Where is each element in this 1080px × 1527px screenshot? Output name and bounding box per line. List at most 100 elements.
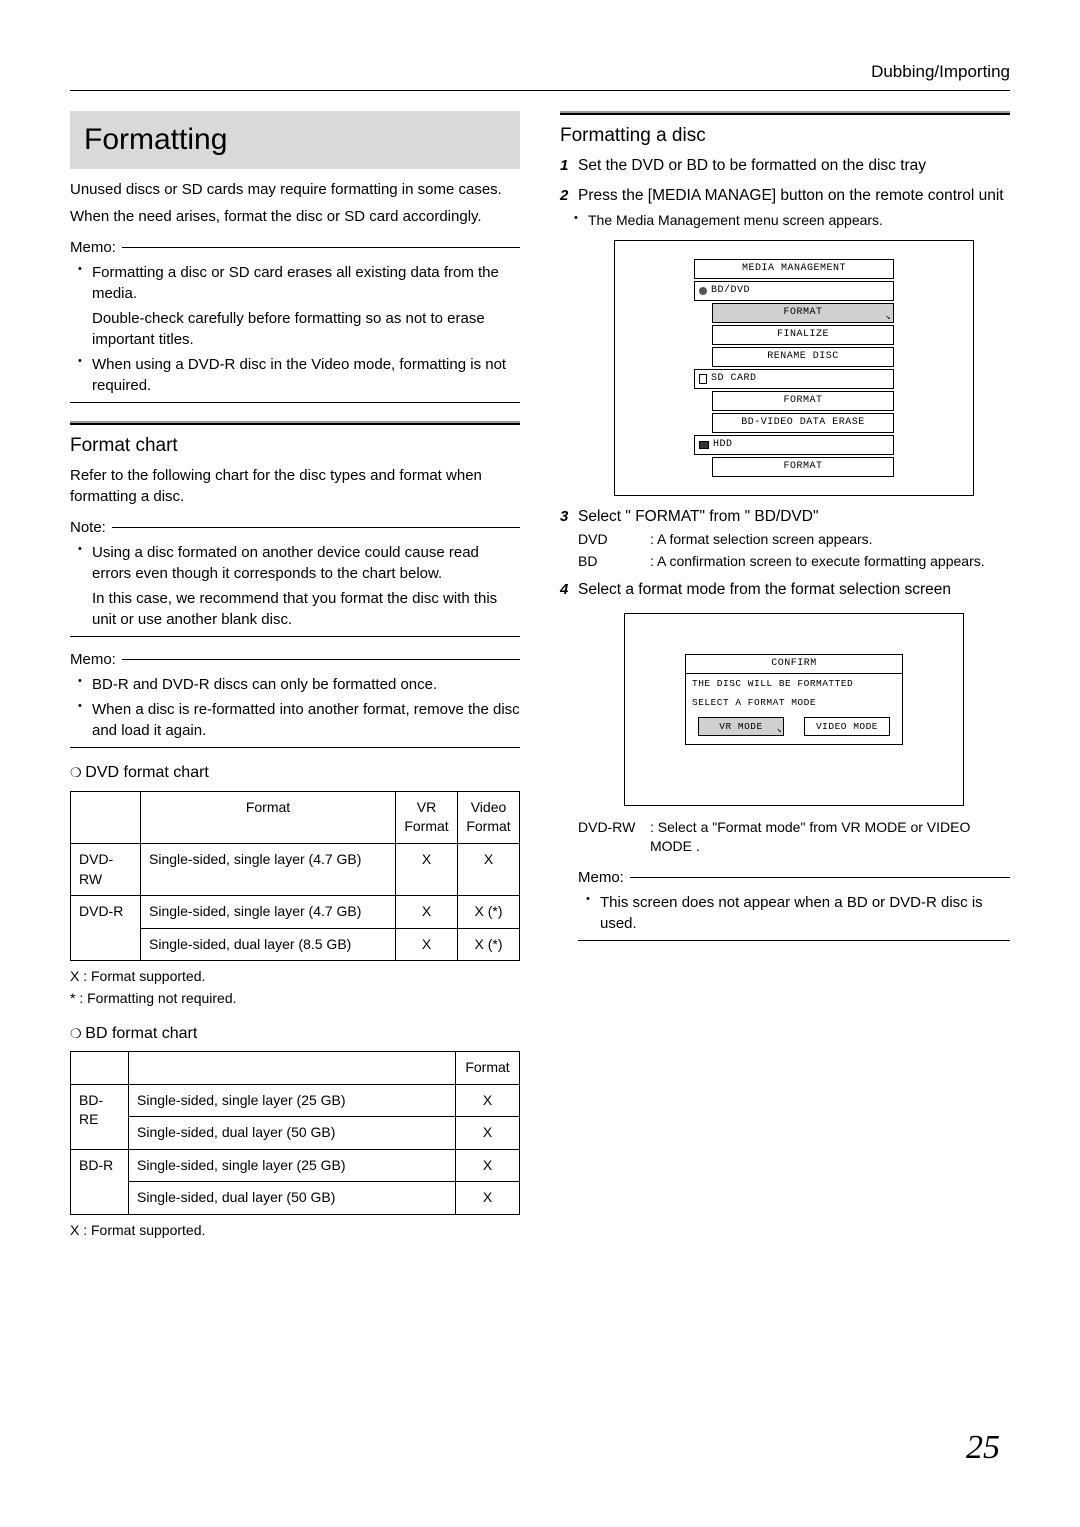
menu-item-finalize[interactable]: FINALIZE <box>712 325 894 345</box>
menu-item-format[interactable]: FORMAT <box>712 391 894 411</box>
memo-label: Memo: <box>578 867 1010 888</box>
main-columns: Formatting Unused discs or SD cards may … <box>70 111 1010 1243</box>
table-cell: X (*) <box>458 896 520 929</box>
memo-rule <box>578 940 1010 941</box>
note-subtext: In this case, we recommend that you form… <box>70 588 520 630</box>
memo-item: Formatting a disc or SD card erases all … <box>82 262 520 304</box>
memo-list: This screen does not appear when a BD or… <box>578 892 1010 934</box>
confirm-title: CONFIRM <box>686 655 902 674</box>
bd-format-table: Format BD-RE Single-sided, single layer … <box>70 1051 520 1215</box>
menu-item-rename[interactable]: RENAME DISC <box>712 347 894 367</box>
media-management-screen: MEDIA MANAGEMENT BD/DVD FORMAT FINALIZE … <box>614 240 974 496</box>
section-rule <box>70 421 520 425</box>
header-rule <box>70 90 1010 91</box>
card-icon <box>699 374 707 384</box>
table-cell: Single-sided, dual layer (50 GB) <box>129 1182 456 1215</box>
table-row: Format VR Format Video Format <box>71 791 520 843</box>
table-cell: Single-sided, single layer (25 GB) <box>129 1084 456 1117</box>
definition-term: DVD <box>578 530 650 550</box>
definition-row: DVD-RW: Select a "Format mode" from VR M… <box>578 818 1010 857</box>
memo-item: When a disc is re-formatted into another… <box>82 699 520 741</box>
confirm-buttons: VR MODE VIDEO MODE <box>686 713 902 744</box>
table-cell: X (*) <box>458 928 520 961</box>
table-header <box>129 1051 456 1084</box>
table-header <box>71 791 141 843</box>
legend: X : Format supported. <box>70 1221 520 1241</box>
hdd-icon <box>699 441 709 449</box>
step-item: Select " FORMAT" from " BD/DVD" DVD: A f… <box>560 506 1010 571</box>
table-row: Single-sided, dual layer (50 GB) X <box>71 1117 520 1150</box>
definition-desc: : A confirmation screen to execute forma… <box>650 552 1010 572</box>
disc-icon <box>699 287 707 295</box>
steps-list: Set the DVD or BD to be formatted on the… <box>560 155 1010 941</box>
table-cell: X <box>396 896 458 929</box>
menu-category-label: HDD <box>713 438 733 452</box>
format-chart-heading: Format chart <box>70 433 520 460</box>
step-item: Press the [MEDIA MANAGE] button on the r… <box>560 185 1010 496</box>
section-rule <box>560 111 1010 115</box>
menu-item-format[interactable]: FORMAT <box>712 457 894 477</box>
definition-row: BD: A confirmation screen to execute for… <box>578 552 1010 572</box>
note-item: Using a disc formated on another device … <box>82 542 520 584</box>
menu-category: HDD <box>694 435 894 455</box>
table-cell: X <box>396 928 458 961</box>
table-row: DVD-R Single-sided, single layer (4.7 GB… <box>71 896 520 929</box>
confirm-screen: CONFIRM THE DISC WILL BE FORMATTED SELEC… <box>624 613 964 806</box>
table-row: Single-sided, dual layer (50 GB) X <box>71 1182 520 1215</box>
step-title: Select " FORMAT" from " BD/DVD" <box>578 506 1010 528</box>
table-header: Format <box>141 791 396 843</box>
table-row: BD-RE Single-sided, single layer (25 GB)… <box>71 1084 520 1117</box>
format-chart-text: Refer to the following chart for the dis… <box>70 465 520 507</box>
confirm-dialog: CONFIRM THE DISC WILL BE FORMATTED SELEC… <box>685 654 903 745</box>
step-title: Press the [MEDIA MANAGE] button on the r… <box>578 185 1010 207</box>
definition-desc: : A format selection screen appears. <box>650 530 1010 550</box>
memo-label: Memo: <box>70 649 520 670</box>
menu-item-format[interactable]: FORMAT <box>712 303 894 323</box>
memo-list: When using a DVD-R disc in the Video mod… <box>70 354 520 396</box>
table-cell: BD-RE <box>71 1084 129 1149</box>
menu-category: BD/DVD <box>694 281 894 301</box>
intro-text-1: Unused discs or SD cards may require for… <box>70 179 520 200</box>
table-cell: X <box>456 1182 520 1215</box>
dvd-chart-title: DVD format chart <box>70 762 520 784</box>
step-title: Select a format mode from the format sel… <box>578 579 1010 601</box>
memo-item: This screen does not appear when a BD or… <box>590 892 1010 934</box>
table-cell: Single-sided, dual layer (50 GB) <box>129 1117 456 1150</box>
table-header: Format <box>456 1051 520 1084</box>
definition-term: DVD-RW <box>578 818 650 857</box>
step-item: Set the DVD or BD to be formatted on the… <box>560 155 1010 177</box>
table-cell: Single-sided, dual layer (8.5 GB) <box>141 928 396 961</box>
memo-list: BD-R and DVD-R discs can only be formatt… <box>70 674 520 741</box>
page-number: 25 <box>966 1424 1000 1472</box>
menu-category-label: BD/DVD <box>711 284 750 298</box>
step-title: Set the DVD or BD to be formatted on the… <box>578 155 1010 177</box>
formatting-disc-heading: Formatting a disc <box>560 123 1010 150</box>
definition-row: DVD: A format selection screen appears. <box>578 530 1010 550</box>
memo-label: Memo: <box>70 237 520 258</box>
table-header: Video Format <box>458 791 520 843</box>
confirm-text: SELECT A FORMAT MODE <box>686 693 902 712</box>
memo-subtext: Double-check carefully before formatting… <box>70 308 520 350</box>
menu-category-label: SD CARD <box>711 372 757 386</box>
table-cell: DVD-RW <box>71 843 141 895</box>
vr-mode-button[interactable]: VR MODE <box>698 717 784 736</box>
menu-category: SD CARD <box>694 369 894 389</box>
confirm-text: THE DISC WILL BE FORMATTED <box>686 674 902 693</box>
definition-desc: : Select a "Format mode" from VR MODE or… <box>650 818 1010 857</box>
table-cell: Single-sided, single layer (4.7 GB) <box>141 843 396 895</box>
menu-item-erase[interactable]: BD-VIDEO DATA ERASE <box>712 413 894 433</box>
table-cell: X <box>456 1084 520 1117</box>
table-cell: X <box>396 843 458 895</box>
table-row: Format <box>71 1051 520 1084</box>
table-cell: X <box>458 843 520 895</box>
memo-item: When using a DVD-R disc in the Video mod… <box>82 354 520 396</box>
note-label: Note: <box>70 517 520 538</box>
memo-rule <box>70 402 520 403</box>
step-note: The Media Management menu screen appears… <box>578 211 1010 231</box>
section-label: Dubbing/Importing <box>70 60 1010 84</box>
video-mode-button[interactable]: VIDEO MODE <box>804 717 890 736</box>
table-cell: Single-sided, single layer (4.7 GB) <box>141 896 396 929</box>
right-column: Formatting a disc Set the DVD or BD to b… <box>560 111 1010 1243</box>
note-rule <box>70 636 520 637</box>
left-column: Formatting Unused discs or SD cards may … <box>70 111 520 1243</box>
